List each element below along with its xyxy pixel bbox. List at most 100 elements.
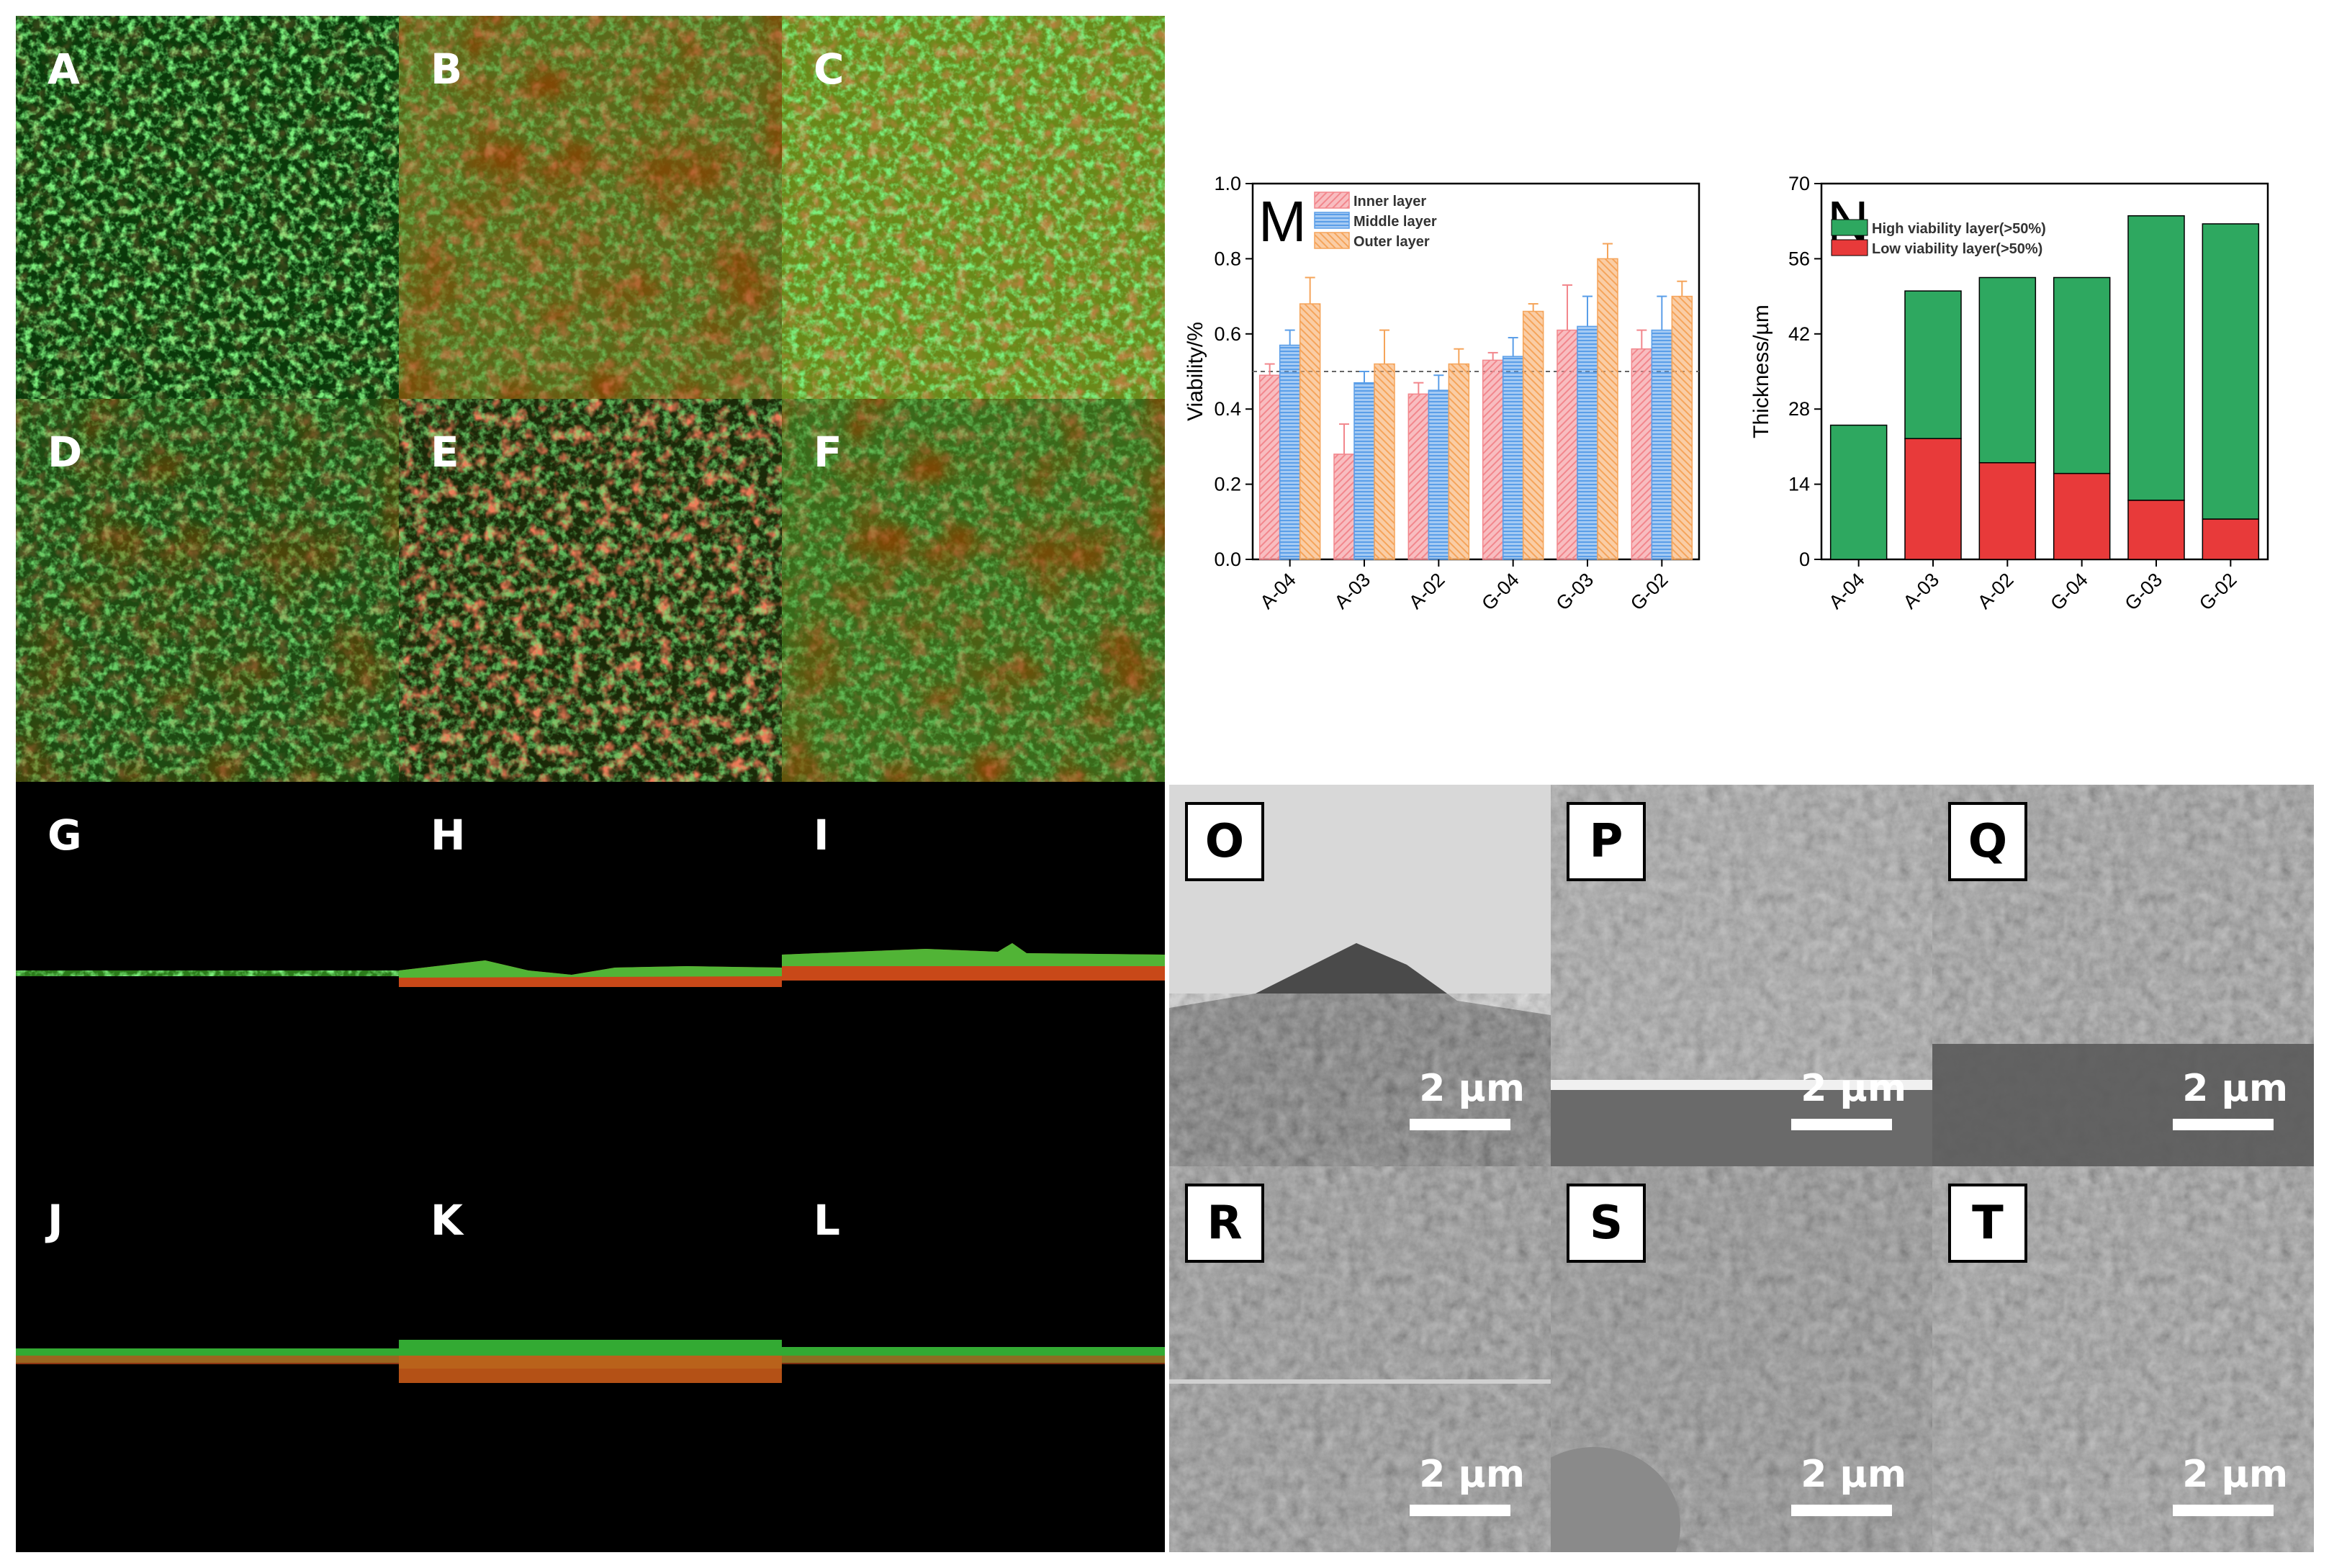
bar <box>1407 393 1430 560</box>
legend-label: High viability layer(>50%) <box>1872 221 2046 237</box>
confocal-image-a <box>16 16 399 399</box>
sem-label-s: S <box>1567 1184 1646 1263</box>
sem-panel-r: R 2 µm <box>1169 1166 1551 1552</box>
y-tick-label: 56 <box>1788 248 1810 269</box>
bar-low <box>2053 472 2111 560</box>
chart-n: 0 14 28 42 56 70 A-04 A-03 A-02 G-04 G-03 G-02 Thick… <box>1749 173 2269 615</box>
scale-bar-s <box>1791 1505 1892 1516</box>
y-tick-label: 0.6 <box>1214 323 1241 345</box>
x-tick-label: G-03 <box>2121 569 2167 615</box>
bar <box>1597 258 1618 560</box>
sem-label-t: T <box>1948 1184 2027 1263</box>
legend-swatch <box>1831 219 1868 236</box>
scale-bar-r <box>1410 1505 1510 1516</box>
y-tick-label: 1.0 <box>1214 173 1241 194</box>
legend-label: Middle layer <box>1353 214 1437 230</box>
scale-text-q: 2 µm <box>2182 1067 2288 1110</box>
side-view-panel-g: G <box>16 782 399 1167</box>
bar <box>1353 382 1375 560</box>
sem-panel-q: Q 2 µm <box>1932 785 2314 1166</box>
confocal-image-d <box>16 399 399 782</box>
sem-label-q: Q <box>1948 802 2027 881</box>
chart-m: 0.0 0.2 0.4 0.6 0.8 1.0 A-04 A-03 A-02 G-04 G-03 G-… <box>1184 173 1700 615</box>
scale-bar-p <box>1791 1119 1892 1130</box>
bar-high <box>2202 223 2260 520</box>
legend-label: Inner layer <box>1353 194 1426 209</box>
y-tick-label: 0 <box>1799 549 1810 570</box>
confocal-image-b <box>399 16 782 399</box>
side-layer-i <box>782 943 1165 981</box>
panel-label-k: K <box>431 1196 463 1245</box>
x-tick-label: A-04 <box>1824 569 1869 613</box>
y-tick-label: 0.8 <box>1214 248 1241 269</box>
x-tick-label: A-02 <box>1405 569 1449 613</box>
panel-label-l: L <box>814 1196 840 1245</box>
sem-panel-o: O 2 µm <box>1169 785 1551 1166</box>
bar-low <box>2127 500 2185 560</box>
side-view-panel-h: H <box>399 782 782 1167</box>
sem-panel-t: T 2 µm <box>1932 1166 2314 1552</box>
bar <box>1631 348 1653 560</box>
scale-text-o: 2 µm <box>1419 1067 1525 1110</box>
panel-label-j: J <box>48 1196 63 1245</box>
y-tick-label: 0.0 <box>1214 549 1241 570</box>
bar <box>1374 363 1395 560</box>
panel-label-d: D <box>48 428 83 477</box>
scale-text-p: 2 µm <box>1801 1067 1906 1110</box>
bar <box>1333 454 1355 560</box>
scale-bar-t <box>2173 1505 2274 1516</box>
legend-swatch <box>1314 232 1350 249</box>
plot-frame <box>1820 182 2269 561</box>
panel-label-m: M <box>1258 189 1307 253</box>
legend-swatch <box>1314 192 1350 209</box>
confocal-panel-d: D <box>16 399 399 782</box>
side-layer-k <box>399 1340 782 1383</box>
y-tick-label: 28 <box>1788 398 1810 420</box>
bar <box>1502 356 1524 560</box>
side-view-block <box>16 782 1165 1552</box>
bar-high <box>1904 290 1962 439</box>
scale-text-s: 2 µm <box>1801 1453 1906 1496</box>
confocal-image-f <box>782 399 1165 782</box>
y-tick-label: 70 <box>1788 173 1810 194</box>
x-tick-label: G-02 <box>2195 569 2241 615</box>
sem-image-q <box>1932 785 2314 1166</box>
side-layer-l <box>782 1347 1165 1364</box>
scale-bar-o <box>1410 1119 1510 1130</box>
side-view-panel-k: K <box>399 1167 782 1552</box>
y-axis-label: Thickness/µm <box>1749 305 1773 438</box>
side-view-panel-j: J <box>16 1167 399 1552</box>
scale-text-r: 2 µm <box>1419 1453 1525 1496</box>
x-tick-label: G-03 <box>1552 569 1598 615</box>
panel-label-e: E <box>431 428 459 477</box>
y-tick-label: 0.2 <box>1214 474 1241 495</box>
x-tick-label: A-03 <box>1330 569 1375 613</box>
bar <box>1258 374 1281 560</box>
sem-image-o <box>1169 785 1551 1166</box>
panel-label-i: I <box>814 811 829 860</box>
sem-label-r: R <box>1185 1184 1264 1263</box>
bar-high <box>1829 424 1888 560</box>
panel-label-f: F <box>814 428 842 477</box>
x-tick-label: A-02 <box>1973 569 2018 613</box>
side-view-panel-l: L <box>782 1167 1165 1552</box>
bar <box>1482 359 1504 560</box>
side-layer-j <box>16 1348 399 1364</box>
x-tick-label: G-02 <box>1626 569 1672 615</box>
side-layer-h <box>399 960 782 987</box>
bar-high <box>1978 276 2037 464</box>
side-view-panel-i: I <box>782 782 1165 1167</box>
confocal-panel-a: A <box>16 16 399 399</box>
bar-low <box>1978 462 2037 560</box>
bar-high <box>2053 276 2111 474</box>
bar-low <box>2202 518 2260 560</box>
sem-panel-p: P 2 µm <box>1551 785 1932 1166</box>
legend-swatch <box>1314 212 1350 229</box>
panel-label-g: G <box>48 811 82 860</box>
scale-text-t: 2 µm <box>2182 1453 2288 1496</box>
confocal-image-c <box>782 16 1165 399</box>
y-axis-label: Viability/% <box>1184 322 1207 421</box>
sem-panel-s: S 2 µm <box>1551 1166 1932 1552</box>
legend-label: Outer layer <box>1353 234 1430 250</box>
bar <box>1522 310 1544 560</box>
